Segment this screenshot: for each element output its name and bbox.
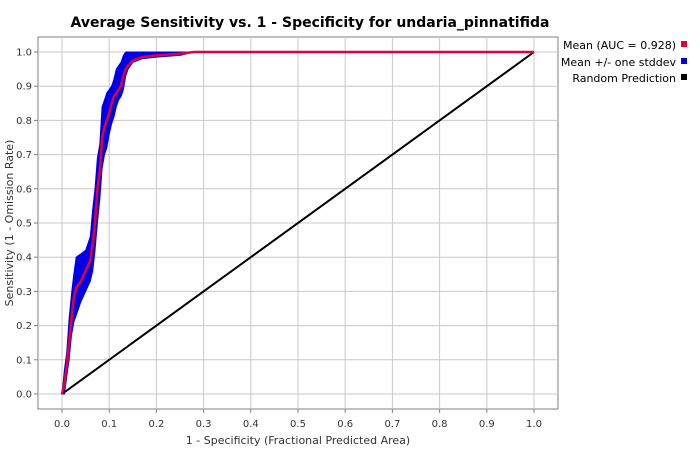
y-tick-label: 0.2 [16, 321, 32, 332]
y-tick-label: 0.1 [16, 355, 32, 366]
legend-swatch-stddev [681, 58, 687, 64]
legend: Mean (AUC = 0.928) Mean +/- one stddev R… [561, 39, 687, 85]
y-tick-label: 0.8 [16, 116, 32, 127]
y-tick-label: 0.5 [16, 219, 32, 230]
x-tick-label: 1.0 [526, 419, 542, 430]
x-tick-label: 0.8 [432, 419, 448, 430]
x-axis-label: 1 - Specificity (Fractional Predicted Ar… [186, 434, 410, 447]
legend-label-random: Random Prediction [572, 72, 676, 85]
legend-swatch-mean [681, 41, 687, 47]
x-tick-label: 0.2 [148, 419, 164, 430]
gridlines [38, 37, 558, 409]
y-tick-label: 0.4 [16, 253, 32, 264]
y-tick-label: 0.6 [16, 184, 32, 195]
y-tick-label: 0.7 [16, 150, 32, 161]
stddev-band [61, 51, 534, 395]
y-tick-label: 1.0 [16, 48, 32, 59]
legend-label-mean: Mean (AUC = 0.928) [563, 39, 676, 52]
x-tick-label: 0.3 [196, 419, 212, 430]
mean-line [60, 50, 534, 395]
legend-label-stddev: Mean +/- one stddev [561, 56, 677, 69]
legend-swatch-random [681, 74, 687, 80]
x-tick-label: 0.7 [384, 419, 400, 430]
x-tick-label: 0.9 [479, 419, 495, 430]
x-tick-label: 0.6 [337, 419, 353, 430]
chart-title: Average Sensitivity vs. 1 - Specificity … [71, 15, 550, 31]
axis-ticks: 0.0 0.1 0.2 0.3 0.4 0.5 0.6 0.7 0.8 0.9 1.0 0.0 0.1 0… [16, 48, 542, 431]
x-tick-label: 0.1 [101, 419, 117, 430]
y-axis-label: Sensitivity (1 - Omission Rate) [3, 140, 16, 307]
random-prediction-line [61, 51, 535, 395]
y-tick-label: 0.3 [16, 287, 32, 298]
x-tick-label: 0.4 [243, 419, 259, 430]
x-tick-label: 0.5 [290, 419, 306, 430]
x-tick-label: 0.0 [54, 419, 70, 430]
y-tick-label: 0.0 [16, 390, 32, 401]
y-tick-label: 0.9 [16, 82, 32, 93]
